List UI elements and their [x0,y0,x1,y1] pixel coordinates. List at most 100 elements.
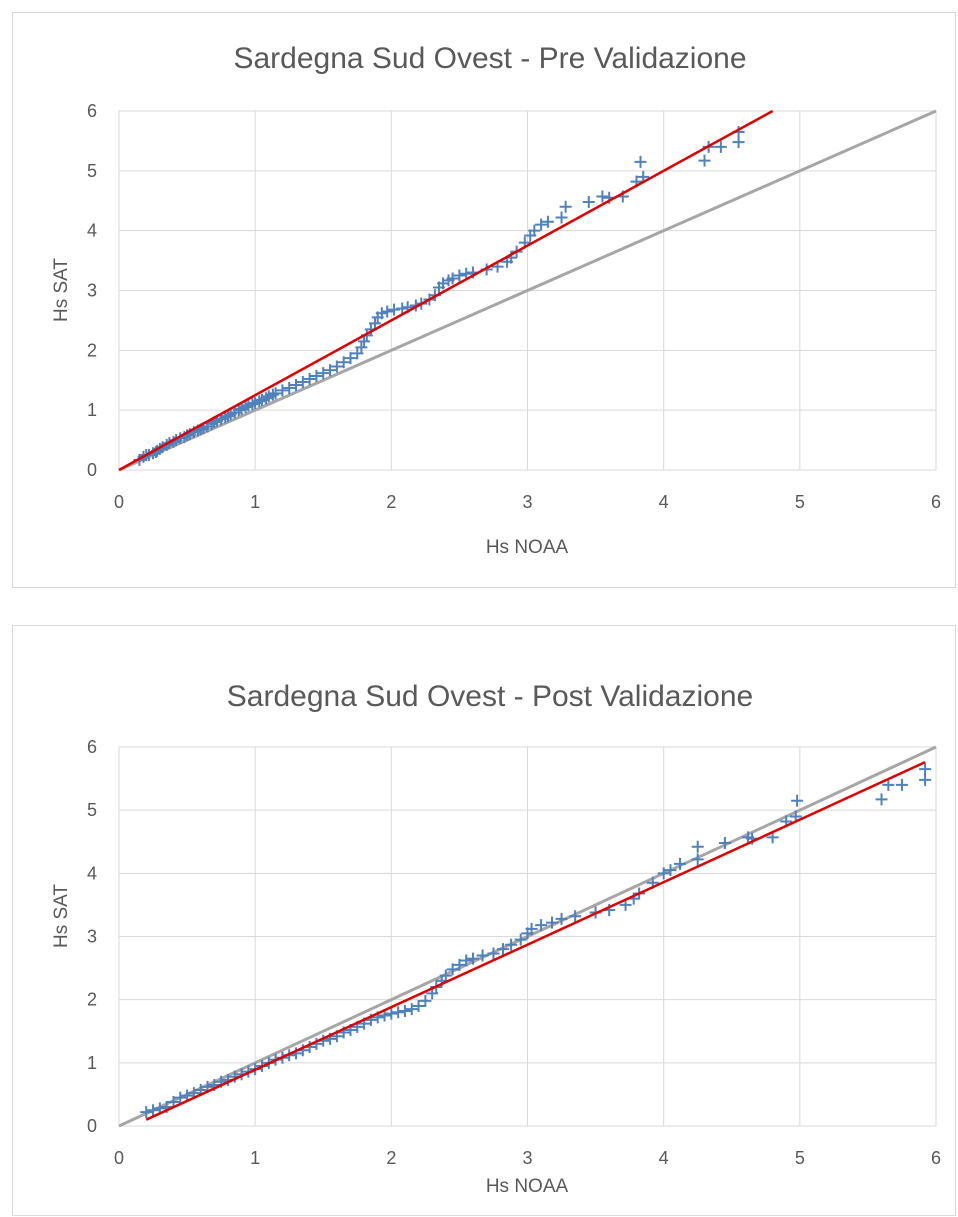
y-tick-label: 6 [87,737,97,757]
data-point [582,195,595,208]
data-point [385,1007,398,1020]
data-point [919,773,932,786]
data-point [476,949,489,962]
data-point [460,954,473,967]
x-tick-label: 5 [795,492,805,512]
x-tick-label: 1 [250,492,260,512]
y-tick-label: 3 [87,927,97,947]
chart-title: Sardegna Sud Ovest - Pre Validazione [233,42,746,75]
data-point [525,922,538,935]
data-point [174,1091,187,1104]
scatter-chart-post-validazione: Sardegna Sud Ovest - Post Validazione 0 1… [51,680,941,1197]
y-tick-label: 1 [87,400,97,420]
data-point [505,938,518,951]
data-point [718,837,731,850]
data-point [919,763,932,776]
data-point [330,360,343,373]
data-point [239,401,252,414]
data-point [405,1003,418,1016]
data-points [118,109,774,472]
data-point [337,356,350,369]
x-tick-label: 3 [522,492,532,512]
data-point [232,404,245,417]
x-tick-label: 5 [795,1148,805,1168]
data-point [487,947,500,960]
data-point [698,154,711,167]
x-tick-label: 2 [386,492,396,512]
tick-labels: 0 1 2 3 4 5 6 0 1 2 3 4 5 6 [87,737,941,1168]
data-point [541,215,554,228]
data-point [296,376,309,389]
y-axis-label: Hs SAT [51,884,72,948]
data-point [535,218,548,231]
y-tick-label: 4 [87,221,97,241]
x-tick-label: 4 [659,1148,669,1168]
y-tick-label: 0 [87,460,97,480]
y-tick-label: 2 [87,990,97,1010]
grid [118,110,937,471]
chart-title: Sardegna Sud Ovest - Post Validazione [227,680,753,713]
data-point [221,410,234,423]
data-point [381,305,394,318]
data-point [398,1005,411,1018]
data-point [266,388,279,401]
x-tick-label: 2 [386,1148,396,1168]
x-tick-label: 0 [114,1148,124,1168]
data-point [569,910,582,923]
data-point [664,864,677,877]
data-point [437,277,450,290]
x-tick-label: 1 [250,1148,260,1168]
data-point [246,398,259,411]
data-point [317,367,330,380]
tick-labels: 0 1 2 3 4 5 6 0 1 2 3 4 5 6 [87,101,941,512]
data-point [453,958,466,971]
data-point [467,952,480,965]
y-tick-label: 5 [87,800,97,820]
data-point [514,933,527,946]
data-point [555,912,568,925]
fit-line [145,761,926,1121]
data-point [714,140,727,153]
y-tick-label: 1 [87,1053,97,1073]
data-point [419,994,432,1007]
data-point [691,853,704,866]
data-points [140,761,932,1121]
data-point [446,963,459,976]
data-point [535,919,548,932]
fit-line [118,109,774,472]
data-point [439,969,452,982]
data-point [388,303,401,316]
x-tick-label: 6 [931,1148,941,1168]
chart-panel-pre-validazione: Sardegna Sud Ovest - Pre Validazione 0 1 2… [12,12,956,588]
x-axis-label: Hs NOAA [486,537,569,558]
y-axis-label: Hs SAT [51,258,72,322]
x-tick-label: 0 [114,492,124,512]
data-point [546,916,559,929]
data-point [496,943,509,956]
data-point [269,387,282,400]
data-point [412,999,425,1012]
data-point [368,317,381,330]
data-point [882,778,895,791]
data-point [674,857,687,870]
data-point [791,794,804,807]
x-tick-label: 3 [522,1148,532,1168]
data-point [460,267,473,280]
data-point [276,384,289,397]
data-point [140,1106,153,1119]
y-tick-label: 2 [87,340,97,360]
data-point [344,352,357,365]
data-point [290,379,303,392]
data-point [260,392,273,405]
data-point [396,302,409,315]
data-point [596,190,609,203]
y-tick-label: 0 [87,1116,97,1136]
y-tick-label: 6 [87,101,97,121]
data-point [555,211,568,224]
data-point [324,364,337,377]
chart-panel-post-validazione: Sardegna Sud Ovest - Post Validazione 0 1… [12,625,956,1216]
data-point [355,341,368,354]
y-tick-label: 3 [87,281,97,301]
data-point [657,867,670,880]
y-tick-label: 4 [87,863,97,883]
